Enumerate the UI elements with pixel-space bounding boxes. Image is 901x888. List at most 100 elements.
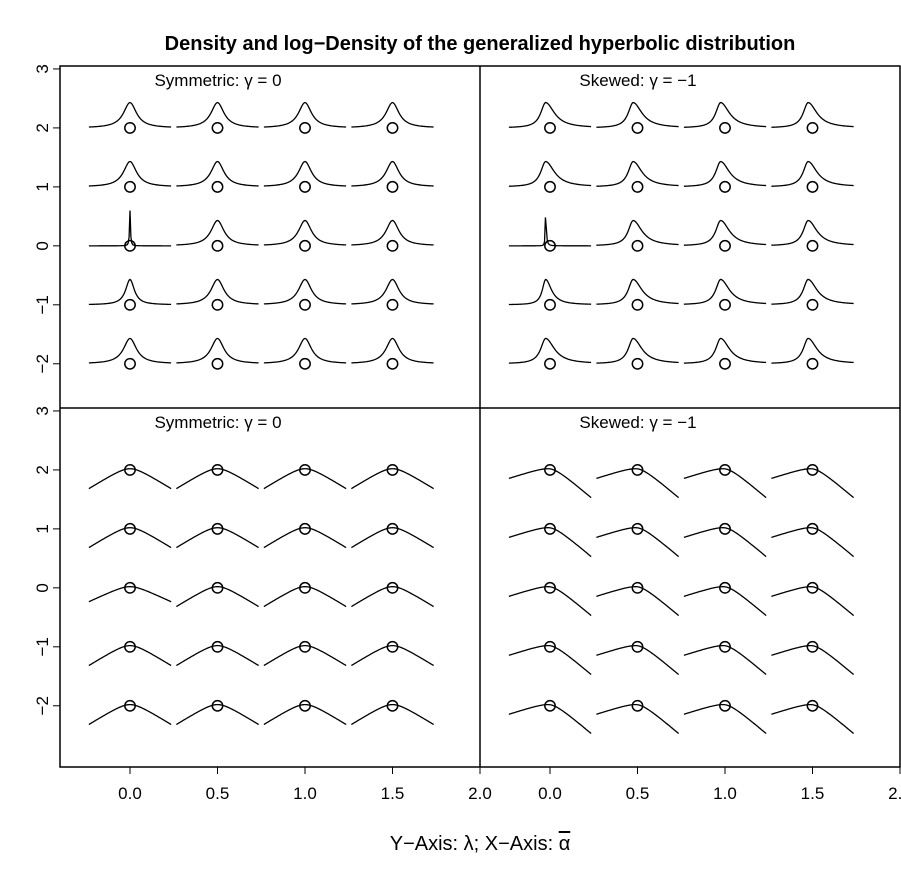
series-line bbox=[88, 101, 172, 128]
series-line bbox=[88, 586, 172, 603]
data-point bbox=[544, 121, 556, 134]
series-line bbox=[351, 703, 434, 726]
series-line bbox=[176, 586, 259, 608]
x-axis-label-text: Y−Axis: λ; X−Axis: bbox=[390, 833, 559, 855]
data-point bbox=[124, 239, 136, 252]
data-point bbox=[211, 121, 224, 134]
plot-area: −2 −1 0 1 2 3 −2 −1 0 1 2 3 0.0 0.5 1.0 1.5 2.0 0.0 0.5 1.0… bbox=[33, 64, 901, 803]
series-line bbox=[596, 468, 680, 499]
data-point bbox=[386, 640, 399, 653]
series-line bbox=[683, 468, 767, 499]
series-line bbox=[508, 278, 592, 306]
data-point bbox=[299, 298, 311, 311]
data-point bbox=[386, 121, 399, 134]
series-line bbox=[771, 586, 855, 617]
x-tick-label: 0.5 bbox=[626, 784, 650, 803]
data-point bbox=[386, 357, 399, 370]
series-line bbox=[88, 337, 172, 364]
series-line bbox=[88, 278, 172, 306]
series-line bbox=[263, 644, 347, 667]
data-point bbox=[631, 121, 644, 134]
series-line bbox=[176, 644, 259, 667]
x-axis-label: Y−Axis: λ; X−Axis: α bbox=[390, 833, 571, 855]
data-point bbox=[631, 180, 644, 193]
series-line bbox=[88, 644, 172, 667]
y-tick-label: 3 bbox=[33, 406, 52, 415]
series-line bbox=[508, 101, 592, 128]
y-tick-label: 2 bbox=[33, 123, 52, 132]
data-point bbox=[544, 522, 556, 535]
series-line bbox=[176, 468, 259, 490]
series-line bbox=[683, 219, 767, 246]
series-line bbox=[683, 101, 767, 128]
data-point bbox=[719, 357, 731, 370]
series-line bbox=[508, 586, 592, 617]
y-tick-label: 3 bbox=[33, 64, 52, 73]
data-point bbox=[631, 699, 644, 712]
series-line bbox=[771, 644, 855, 676]
y-tick-label: 0 bbox=[33, 241, 52, 250]
data-point bbox=[719, 239, 731, 252]
series-line bbox=[596, 101, 679, 128]
data-point bbox=[719, 121, 731, 134]
series-line bbox=[683, 278, 767, 305]
data-point bbox=[719, 180, 731, 193]
data-point bbox=[211, 699, 224, 712]
y-tick-label: 1 bbox=[33, 182, 52, 191]
series-line bbox=[351, 644, 434, 667]
series-line bbox=[88, 210, 172, 247]
series-line bbox=[263, 160, 347, 187]
data-point bbox=[806, 180, 819, 193]
series-line bbox=[263, 586, 347, 608]
data-point bbox=[719, 581, 731, 594]
data-point bbox=[299, 522, 311, 535]
data-point bbox=[806, 463, 819, 476]
series-line bbox=[771, 703, 855, 735]
data-point bbox=[211, 640, 224, 653]
data-point bbox=[806, 357, 819, 370]
data-point bbox=[299, 239, 311, 252]
series-line bbox=[263, 278, 347, 305]
data-point bbox=[631, 239, 644, 252]
data-point bbox=[544, 298, 556, 311]
data-point bbox=[386, 581, 399, 594]
series-line bbox=[771, 160, 854, 187]
y-tick-label: 1 bbox=[33, 524, 52, 533]
data-point bbox=[211, 463, 224, 476]
data-point bbox=[299, 640, 311, 653]
panel-label: Skewed: γ = −1 bbox=[579, 71, 696, 90]
data-point bbox=[124, 121, 136, 134]
series-line bbox=[683, 586, 767, 617]
series-line bbox=[176, 219, 259, 246]
series-line bbox=[88, 160, 172, 187]
data-point bbox=[806, 121, 819, 134]
data-point bbox=[124, 463, 136, 476]
data-point bbox=[631, 298, 644, 311]
x-tick-label: 2.0 bbox=[888, 784, 901, 803]
y-tick-label: 2 bbox=[33, 465, 52, 474]
data-point bbox=[386, 298, 399, 311]
data-point bbox=[211, 357, 224, 370]
series-line bbox=[508, 217, 592, 247]
series-line bbox=[596, 219, 679, 246]
series-line bbox=[771, 219, 854, 246]
data-point bbox=[631, 357, 644, 370]
x-tick-label: 1.0 bbox=[713, 784, 737, 803]
data-point bbox=[299, 357, 311, 370]
data-point bbox=[124, 180, 136, 193]
series-line bbox=[508, 160, 592, 187]
series-line bbox=[351, 101, 434, 128]
series-line bbox=[263, 527, 347, 549]
panel-label: Symmetric: γ = 0 bbox=[154, 413, 281, 432]
data-point bbox=[211, 581, 224, 594]
series-line bbox=[596, 527, 680, 558]
data-point bbox=[719, 699, 731, 712]
series-line bbox=[596, 278, 679, 305]
series-line bbox=[176, 527, 259, 549]
series-line bbox=[771, 278, 854, 305]
data-point bbox=[299, 180, 311, 193]
series-line bbox=[683, 703, 767, 735]
data-point bbox=[124, 522, 136, 535]
data-point bbox=[124, 699, 136, 712]
